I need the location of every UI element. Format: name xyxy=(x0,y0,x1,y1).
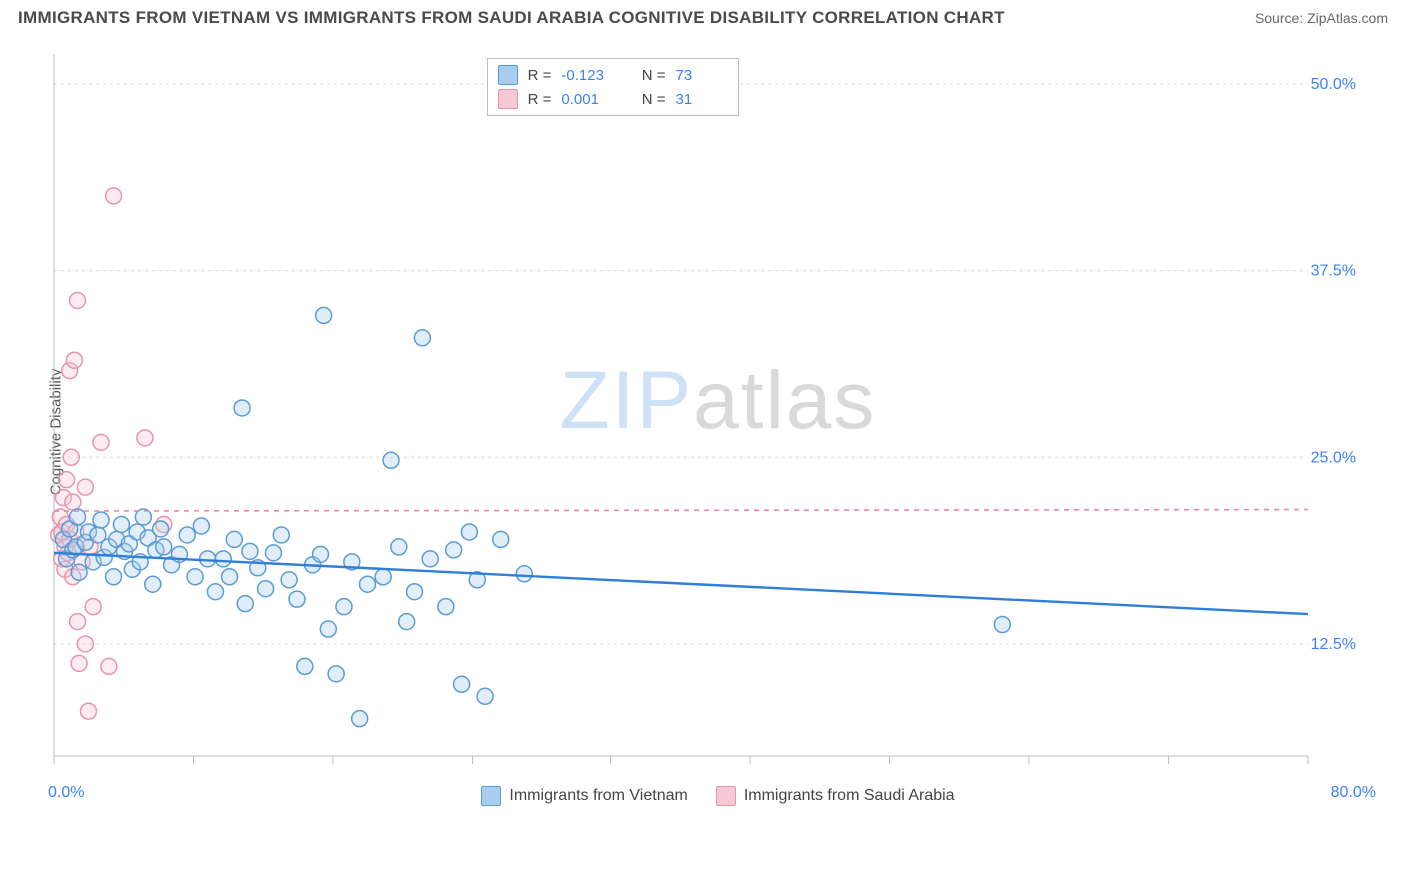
legend-swatch xyxy=(498,65,518,85)
r-value: -0.123 xyxy=(561,67,613,84)
svg-text:50.0%: 50.0% xyxy=(1311,76,1356,93)
correlation-legend-row: R = -0.123 N = 73 xyxy=(498,63,728,87)
n-value: 73 xyxy=(676,67,728,84)
r-label: R = xyxy=(528,91,552,108)
n-label: N = xyxy=(642,91,666,108)
r-value: 0.001 xyxy=(561,91,613,108)
n-label: N = xyxy=(642,67,666,84)
svg-text:25.0%: 25.0% xyxy=(1311,449,1356,466)
legend-label: Immigrants from Saudi Arabia xyxy=(744,787,955,805)
legend-item: Immigrants from Vietnam xyxy=(481,786,687,806)
svg-text:37.5%: 37.5% xyxy=(1311,263,1356,280)
scatter-plot: 12.5% 25.0% 37.5% 50.0% xyxy=(48,48,1388,816)
correlation-legend-box: R = -0.123 N = 73R = 0.001 N = 31 xyxy=(487,58,739,116)
legend-swatch xyxy=(716,786,736,806)
source-text: Source: ZipAtlas.com xyxy=(1255,10,1388,26)
legend-swatch xyxy=(481,786,501,806)
r-label: R = xyxy=(528,67,552,84)
svg-text:12.5%: 12.5% xyxy=(1311,636,1356,653)
legend-swatch xyxy=(498,89,518,109)
chart-title: IMMIGRANTS FROM VIETNAM VS IMMIGRANTS FR… xyxy=(18,8,1005,28)
legend-label: Immigrants from Vietnam xyxy=(509,787,687,805)
correlation-legend-row: R = 0.001 N = 31 xyxy=(498,87,728,111)
bottom-legend: Immigrants from Vietnam Immigrants from S… xyxy=(48,786,1388,806)
legend-item: Immigrants from Saudi Arabia xyxy=(716,786,955,806)
n-value: 31 xyxy=(676,91,728,108)
chart-area: Cognitive Disability ZIPatlas 12.5%25.0%… xyxy=(48,48,1388,816)
